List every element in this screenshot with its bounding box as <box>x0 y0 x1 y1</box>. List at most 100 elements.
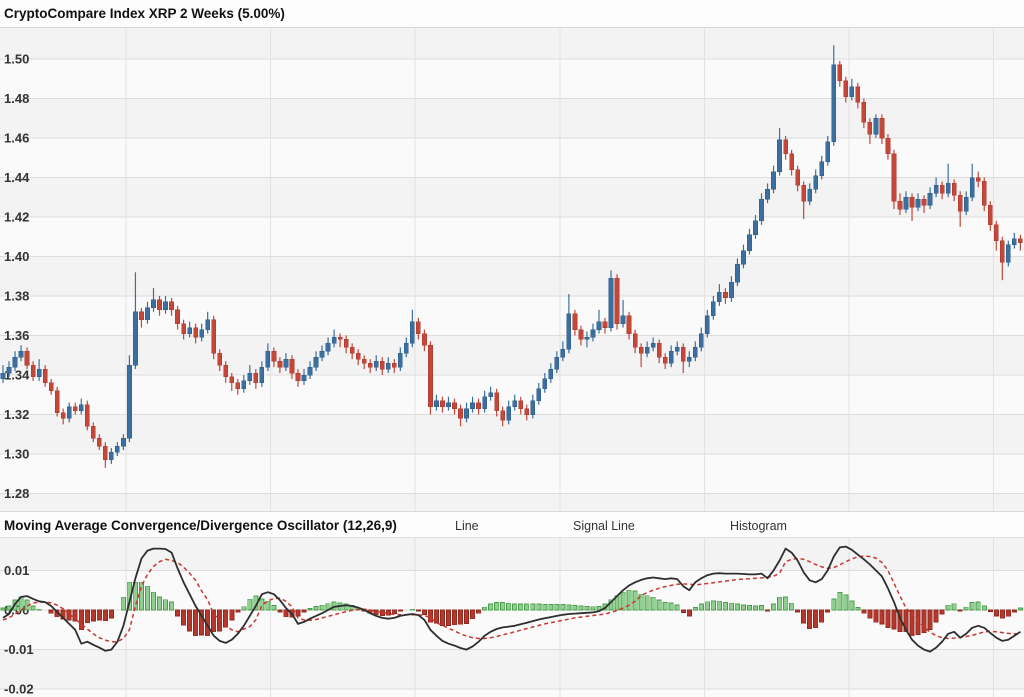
candle-body <box>542 378 548 390</box>
legend-signal-line[interactable]: Signal Line <box>573 519 635 533</box>
candle-body <box>554 356 560 370</box>
histogram-bar <box>837 592 843 611</box>
candle-body <box>247 372 253 382</box>
candle-body <box>301 374 307 382</box>
histogram-bar <box>692 607 698 611</box>
histogram-bar <box>235 609 241 613</box>
candle-body <box>909 197 915 208</box>
histogram-bar <box>223 609 229 628</box>
candle-body <box>765 189 770 200</box>
candle-body <box>72 406 78 411</box>
candle-body <box>873 118 879 135</box>
histogram-bar <box>277 609 283 613</box>
histogram-bar <box>933 609 939 623</box>
candle-body <box>416 321 421 334</box>
legend-line[interactable]: Line <box>455 519 479 533</box>
histogram-bar <box>801 609 807 624</box>
candle-body <box>157 299 162 311</box>
candle-body <box>753 220 758 236</box>
candle-body <box>458 408 463 419</box>
candle-body <box>289 358 295 374</box>
histogram-bar <box>789 602 795 611</box>
candle-body <box>397 353 403 368</box>
histogram-bar <box>566 604 572 611</box>
histogram-bar <box>6 605 12 611</box>
histogram-bar <box>999 609 1005 619</box>
histogram-bar <box>987 609 993 612</box>
candle-body <box>614 277 620 324</box>
histogram-bar <box>193 609 199 637</box>
candle-body <box>24 351 30 366</box>
histogram-bar <box>698 603 704 611</box>
candle-body <box>590 329 596 338</box>
histogram-bar <box>108 609 114 619</box>
y-axis-label: -0.01 <box>4 642 34 657</box>
price-chart-header: CryptoCompare Index XRP 2 Weeks (5.00%) <box>0 0 1024 28</box>
histogram-bar <box>132 581 138 611</box>
candle-body <box>476 402 481 409</box>
candle-body <box>915 198 921 208</box>
histogram-bar <box>512 603 518 611</box>
candle-body <box>66 406 72 419</box>
histogram-bar <box>397 609 403 612</box>
histogram-bar <box>560 604 566 611</box>
candle-body <box>217 353 223 366</box>
legend-histogram[interactable]: Histogram <box>730 519 787 533</box>
histogram-bar <box>1017 607 1023 611</box>
candle-body <box>470 402 475 409</box>
histogram-bar <box>476 609 482 614</box>
candle-body <box>650 343 656 348</box>
candle-body <box>145 307 150 320</box>
price-chart-title: CryptoCompare Index XRP 2 Weeks (5.00%) <box>4 6 285 21</box>
candle-body <box>945 183 951 194</box>
candle-body <box>783 139 788 155</box>
candle-body <box>885 137 891 155</box>
candle-body <box>692 347 698 358</box>
histogram-bar <box>807 609 813 630</box>
histogram-bar <box>433 609 439 624</box>
histogram-bar <box>626 589 632 611</box>
histogram-bar <box>313 606 319 611</box>
histogram-bar <box>30 605 36 611</box>
candle-body <box>391 362 397 368</box>
candle-body <box>506 406 512 421</box>
candle-body <box>861 102 867 123</box>
candle-body <box>602 321 608 328</box>
histogram-bar <box>656 599 662 611</box>
histogram-bar <box>295 609 301 617</box>
histogram-bar <box>753 605 759 611</box>
histogram-bar <box>96 609 102 621</box>
price-candlestick-chart[interactable]: 1.501.481.461.441.421.401.381.361.341.32… <box>0 28 1024 511</box>
candle-body <box>849 86 855 97</box>
candle-body <box>698 333 704 348</box>
price-grid <box>0 28 1024 511</box>
candle-body <box>1005 244 1011 263</box>
candle-body <box>367 362 373 368</box>
candle-body <box>578 329 584 340</box>
candle-body <box>307 366 313 376</box>
candle-body <box>975 177 981 182</box>
candle-body <box>361 358 367 364</box>
macd-header: Moving Average Convergence/Divergence Os… <box>0 511 1024 538</box>
macd-oscillator-chart[interactable]: 0.010.00-0.01-0.02 <box>0 538 1024 697</box>
candle-body <box>807 189 813 202</box>
histogram-bar <box>771 603 777 611</box>
histogram-bar <box>596 606 602 611</box>
candle-body <box>30 364 36 378</box>
histogram-bar <box>542 604 548 611</box>
candle-body <box>620 315 626 324</box>
candle-body <box>1018 238 1023 243</box>
macd-title: Moving Average Convergence/Divergence Os… <box>4 518 397 533</box>
candle-body <box>187 327 192 334</box>
histogram-bar <box>536 603 542 611</box>
candle-body <box>969 177 975 198</box>
y-axis-label: 1.44 <box>4 170 30 185</box>
histogram-bar <box>84 609 90 624</box>
histogram-bar <box>765 609 771 612</box>
histogram-bar <box>554 604 560 611</box>
histogram-bar <box>686 609 692 617</box>
candle-body <box>662 356 668 364</box>
candle-body <box>735 264 740 283</box>
candle-body <box>163 301 168 311</box>
candle-body <box>729 281 734 299</box>
